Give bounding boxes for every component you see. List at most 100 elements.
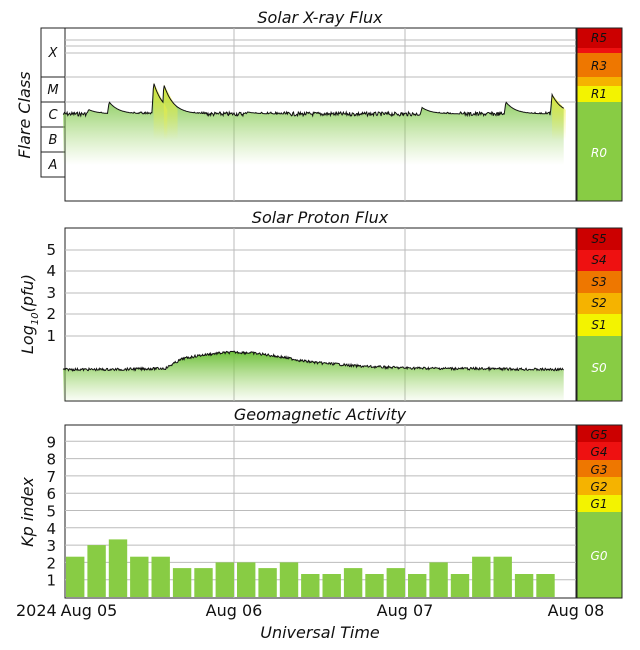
s5-cell [577, 228, 622, 250]
class-label-x: X [48, 46, 59, 61]
kp-bar-16 [408, 574, 427, 597]
proton-grid [65, 228, 576, 401]
r1-cell [577, 86, 622, 102]
g1-cell [577, 495, 622, 512]
r3-label: R3 [591, 59, 607, 73]
kp-bar-5 [172, 568, 192, 597]
kp-bar-21 [514, 574, 534, 597]
kp-bar-0 [66, 556, 85, 597]
proton-area [63, 351, 564, 401]
xray-line [62, 83, 564, 118]
xray-area [63, 83, 564, 165]
kp-ytick-4: 4 [46, 520, 56, 538]
xtick-aug06: Aug 06 [206, 601, 263, 620]
geomag-bars [66, 539, 555, 597]
class-label-c: C [48, 108, 58, 123]
kp-bar-22 [536, 574, 555, 597]
s4-cell [577, 250, 622, 271]
proton-ytick-4: 4 [46, 262, 56, 280]
g2-label: G2 [591, 480, 608, 494]
proton-ylabel-log: Log [18, 325, 37, 354]
x-axis-title: Universal Time [260, 623, 380, 642]
g0-cell [577, 512, 622, 598]
kp-bar-12 [322, 574, 341, 597]
flare-region-3 [163, 84, 178, 140]
r-scale: R5 R3 R1 R0 [576, 27, 623, 202]
kp-bar-11 [301, 574, 320, 597]
kp-bar-14 [365, 574, 384, 597]
proton-series [62, 350, 564, 401]
r5-cell [577, 28, 622, 48]
proton-line [62, 350, 564, 372]
kp-bar-3 [130, 556, 149, 597]
kp-bar-9 [258, 568, 277, 597]
kp-ytick-3: 3 [46, 537, 56, 555]
proton-title: Solar Proton Flux [252, 208, 389, 227]
r4-cell [577, 48, 622, 53]
s3-label: S3 [591, 275, 606, 289]
class-label-a: A [48, 158, 58, 173]
kp-bar-4 [151, 556, 170, 597]
s0-cell [577, 336, 622, 401]
kp-bar-15 [386, 568, 405, 597]
proton-ylabel-unit: (pfu) [18, 274, 37, 312]
kp-ytick-2: 2 [46, 554, 56, 572]
g5-cell [577, 425, 622, 442]
flare-region-7 [552, 94, 566, 140]
r5-label: R5 [591, 31, 607, 45]
kp-ytick-8: 8 [46, 451, 56, 469]
g4-label: G4 [591, 445, 608, 459]
year-label: 2024 [16, 601, 57, 620]
geomag-grid [65, 425, 576, 598]
kp-ytick-9: 9 [46, 433, 56, 451]
s3-cell [577, 271, 622, 293]
kp-ytick-7: 7 [46, 468, 56, 486]
proton-ytick-3: 3 [46, 284, 56, 302]
xtick-aug05: Aug 05 [61, 601, 118, 620]
xtick-aug07: Aug 07 [377, 601, 434, 620]
r0-label: R0 [591, 146, 607, 160]
proton-ytick-2: 2 [46, 305, 56, 323]
kp-bar-10 [279, 562, 299, 597]
g5-label: G5 [591, 428, 608, 442]
s4-label: S4 [591, 253, 606, 267]
g-scale: G5 G4 G3 G2 G1 G0 [576, 424, 623, 599]
proton-panel: Solar Proton Flux Log10(pfu) 5 4 3 2 1 S… [18, 208, 623, 402]
s0-label: S0 [591, 361, 607, 375]
geomag-panel: Geomagnetic Activity Kp index 123456789 … [18, 405, 623, 599]
kp-bar-6 [194, 568, 213, 597]
proton-ylabel: Log10(pfu) [18, 274, 41, 354]
kp-bar-8 [237, 562, 256, 597]
kp-bar-19 [472, 556, 491, 597]
s2-cell [577, 293, 622, 314]
class-label-m: M [47, 83, 58, 98]
geomag-title: Geomagnetic Activity [234, 405, 407, 424]
kp-bar-20 [493, 556, 512, 597]
class-label-b: B [49, 133, 58, 148]
x-axis: 2024 Aug 05 Aug 06 Aug 07 Aug 08 Univers… [16, 601, 604, 642]
proton-ylabel-sub: 10 [30, 312, 41, 325]
kp-bar-13 [343, 568, 363, 597]
r3-cell [577, 53, 622, 77]
kp-ytick-5: 5 [46, 503, 56, 521]
s1-cell [577, 314, 622, 336]
flare-class-box: X M C B A [40, 27, 66, 178]
kp-bar-17 [429, 562, 448, 597]
g3-cell [577, 460, 622, 477]
xtick-aug08: Aug 08 [548, 601, 605, 620]
xray-title: Solar X-ray Flux [257, 8, 383, 27]
kp-bar-7 [215, 562, 234, 597]
xray-ylabel: Flare Class [15, 71, 34, 158]
r0-cell [577, 102, 622, 201]
s1-label: S1 [591, 318, 606, 332]
proton-ytick-5: 5 [46, 241, 56, 259]
kp-bar-2 [108, 539, 128, 597]
s-scale: S5 S4 S3 S2 S1 S0 [576, 227, 623, 402]
g4-cell [577, 442, 622, 460]
g0-label: G0 [591, 549, 608, 563]
s5-label: S5 [591, 232, 606, 246]
kp-bar-18 [450, 574, 470, 597]
s2-label: S2 [591, 296, 606, 310]
